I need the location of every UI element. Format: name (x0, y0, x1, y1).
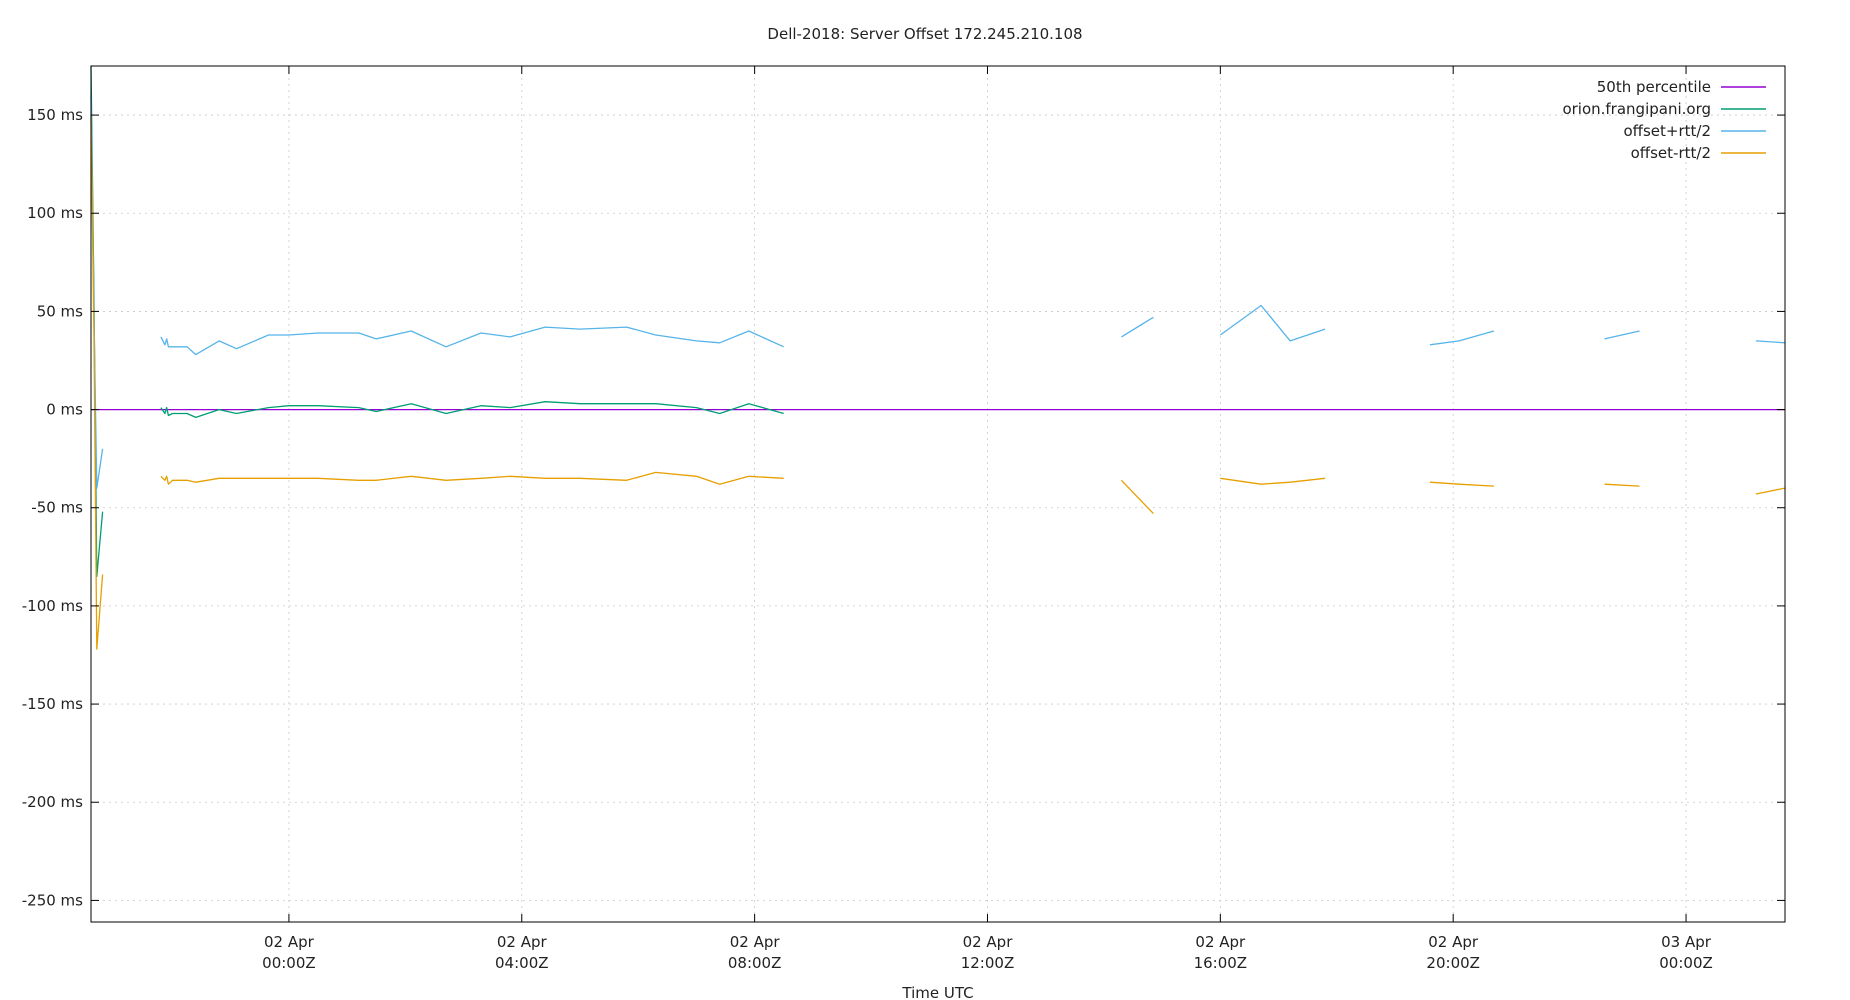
series-2-segment-3 (1219, 304, 1326, 342)
series-1-segment-1 (160, 401, 784, 419)
y-tick-label: -200 ms (22, 793, 83, 811)
legend: 50th percentile orion.frangipani.org offse… (1562, 78, 1766, 162)
series-3-segment-4 (1429, 481, 1494, 487)
y-tick-label: -100 ms (22, 597, 83, 615)
series-3 (90, 115, 1786, 650)
x-tick-label-time: 20:00Z (1426, 954, 1480, 972)
series-3-segment-3 (1220, 477, 1326, 485)
legend-label: orion.frangipani.org (1562, 100, 1711, 118)
series-layer (90, 65, 1786, 650)
series-3-segment-6 (1755, 487, 1786, 495)
y-tick-label: -150 ms (22, 695, 83, 713)
y-tick-label: 100 ms (27, 204, 83, 222)
x-tick-label-time: 00:00Z (1659, 954, 1713, 972)
series-2-segment-6 (1755, 340, 1786, 344)
series-2-segment-1 (160, 326, 784, 356)
series-3-segment-1 (160, 471, 784, 485)
x-tick-label-time: 12:00Z (961, 954, 1015, 972)
x-tick-label-date: 02 Apr (1428, 933, 1479, 951)
y-tick-label: 0 ms (46, 401, 83, 419)
plot-frame (90, 65, 1786, 923)
series-2-segment-5 (1604, 330, 1640, 340)
x-tick-label-time: 04:00Z (495, 954, 549, 972)
series-3-segment-5 (1604, 483, 1640, 487)
x-tick-label-date: 02 Apr (264, 933, 315, 951)
legend-label: offset-rtt/2 (1631, 144, 1711, 162)
y-tick-label: 150 ms (27, 106, 83, 124)
series-2-segment-4 (1429, 330, 1495, 346)
series-3-segment-0 (90, 115, 104, 650)
axes: 150 ms 100 ms 50 ms 0 ms -50 ms -100 ms -150 m… (22, 66, 1785, 972)
x-tick-label-time: 08:00Z (728, 954, 782, 972)
x-tick-label-date: 02 Apr (497, 933, 548, 951)
chart-title: Dell-2018: Server Offset 172.245.210.108 (767, 25, 1082, 43)
legend-label: offset+rtt/2 (1623, 122, 1711, 140)
series-2-segment-2 (1121, 316, 1154, 338)
y-tick-label: -250 ms (22, 891, 83, 909)
x-tick-label-time: 16:00Z (1194, 954, 1248, 972)
legend-label: 50th percentile (1597, 78, 1711, 96)
x-tick-label-date: 02 Apr (1195, 933, 1246, 951)
x-axis-label: Time UTC (901, 984, 973, 1000)
x-tick-label-date: 03 Apr (1661, 933, 1712, 951)
series-3-segment-2 (1120, 479, 1154, 515)
x-tick-label-time: 00:00Z (262, 954, 316, 972)
y-tick-label: 50 ms (37, 302, 83, 320)
x-tick-label-date: 02 Apr (963, 933, 1014, 951)
y-tick-label: -50 ms (31, 499, 83, 517)
x-tick-label-date: 02 Apr (730, 933, 781, 951)
